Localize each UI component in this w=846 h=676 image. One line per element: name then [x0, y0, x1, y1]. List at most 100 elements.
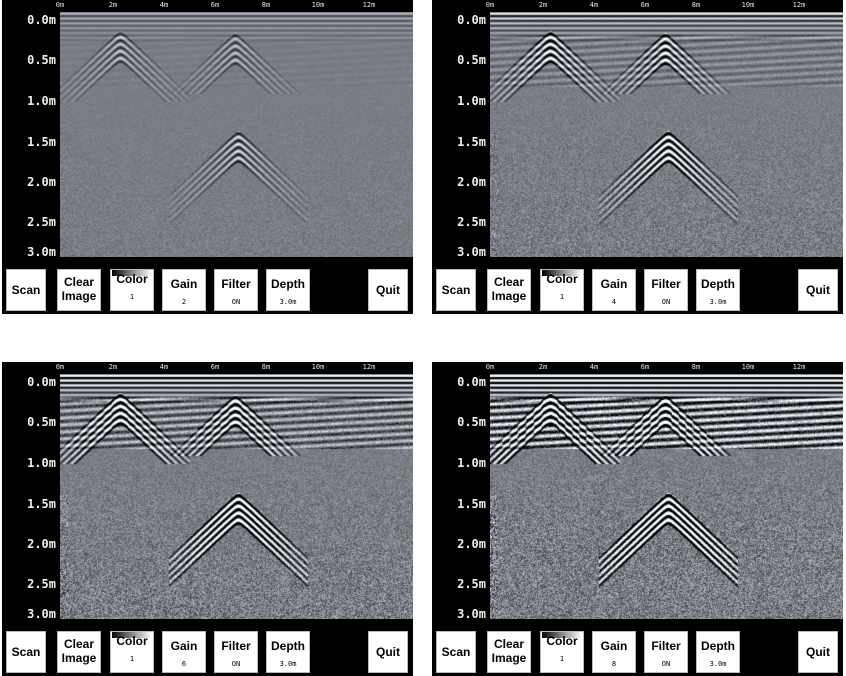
radargram-image — [60, 374, 413, 619]
radargram-image — [60, 12, 413, 257]
toolbar: Scan Clear Image Color 1 Gain 2 Filter O… — [2, 262, 413, 314]
toolbar: Scan Clear Image Color 1 Gain 8 Filter O… — [432, 624, 843, 676]
x-tick: 4m — [589, 363, 599, 371]
x-tick: 10m — [741, 1, 755, 9]
x-tick: 0m — [485, 1, 495, 9]
x-tick: 6m — [210, 363, 220, 371]
y-tick: 3.0m — [27, 607, 56, 621]
y-tick: 2.0m — [457, 537, 486, 551]
x-tick: 4m — [159, 363, 169, 371]
toolbar: Scan Clear Image Color 1 Gain 6 Filter O… — [2, 624, 413, 676]
x-tick: 4m — [159, 1, 169, 9]
y-tick: 1.0m — [27, 94, 56, 108]
filter-button[interactable]: Filter ON — [644, 269, 688, 311]
y-tick: 0.0m — [27, 13, 56, 27]
quit-button[interactable]: Quit — [368, 269, 408, 311]
y-tick: 0.5m — [457, 415, 486, 429]
y-tick: 0.5m — [27, 415, 56, 429]
gpr-panel-gain-4: 0m 2m 4m 6m 8m 10m 12m 0.0m 0.5m 1.0m 1.… — [432, 0, 843, 314]
scan-button[interactable]: Scan — [436, 269, 476, 311]
y-tick: 2.5m — [457, 577, 486, 591]
depth-button[interactable]: Depth 3.0m — [266, 269, 310, 311]
y-tick: 0.0m — [457, 375, 486, 389]
radargram-image — [490, 12, 843, 257]
y-axis: 0.0m 0.5m 1.0m 1.5m 2.0m 2.5m 3.0m — [2, 12, 60, 259]
x-tick: 2m — [108, 363, 118, 371]
y-tick: 1.5m — [27, 135, 56, 149]
y-tick: 3.0m — [457, 245, 486, 259]
quit-button[interactable]: Quit — [798, 631, 838, 673]
x-tick: 8m — [691, 1, 701, 9]
color-button[interactable]: Color 1 — [110, 631, 154, 673]
y-axis: 0.0m 0.5m 1.0m 1.5m 2.0m 2.5m 3.0m — [2, 374, 60, 621]
x-tick: 8m — [261, 1, 271, 9]
color-button[interactable]: Color 1 — [110, 269, 154, 311]
clear-image-button[interactable]: Clear Image — [57, 631, 101, 673]
y-tick: 2.0m — [27, 175, 56, 189]
y-tick: 0.5m — [27, 53, 56, 67]
toolbar: Scan Clear Image Color 1 Gain 4 Filter O… — [432, 262, 843, 314]
color-scale-icon — [542, 632, 582, 638]
x-tick: 2m — [108, 1, 118, 9]
gpr-panel-gain-6: 0m 2m 4m 6m 8m 10m 12m 0.0m 0.5m 1.0m 1.… — [2, 362, 413, 676]
color-button[interactable]: Color 1 — [540, 631, 584, 673]
x-tick: 12m — [792, 1, 806, 9]
x-tick: 10m — [311, 1, 325, 9]
gpr-panel-gain-8: 0m 2m 4m 6m 8m 10m 12m 0.0m 0.5m 1.0m 1.… — [432, 362, 843, 676]
x-axis: 0m 2m 4m 6m 8m 10m 12m — [486, 362, 839, 374]
quit-button[interactable]: Quit — [368, 631, 408, 673]
x-tick: 0m — [485, 363, 495, 371]
y-tick: 3.0m — [27, 245, 56, 259]
color-scale-icon — [542, 270, 582, 276]
scan-button[interactable]: Scan — [436, 631, 476, 673]
gain-button[interactable]: Gain 6 — [162, 631, 206, 673]
quit-button[interactable]: Quit — [798, 269, 838, 311]
clear-image-button[interactable]: Clear Image — [487, 269, 531, 311]
y-tick: 2.0m — [27, 537, 56, 551]
x-tick: 2m — [538, 363, 548, 371]
y-tick: 1.5m — [457, 497, 486, 511]
clear-image-button[interactable]: Clear Image — [57, 269, 101, 311]
y-tick: 3.0m — [457, 607, 486, 621]
clear-image-button[interactable]: Clear Image — [487, 631, 531, 673]
x-tick: 4m — [589, 1, 599, 9]
gain-button[interactable]: Gain 4 — [592, 269, 636, 311]
y-tick: 2.0m — [457, 175, 486, 189]
x-tick: 6m — [640, 1, 650, 9]
y-tick: 2.5m — [27, 215, 56, 229]
x-axis: 0m 2m 4m 6m 8m 10m 12m — [56, 362, 409, 374]
color-scale-icon — [112, 270, 152, 276]
x-tick: 12m — [362, 363, 376, 371]
x-axis: 0m 2m 4m 6m 8m 10m 12m — [56, 0, 409, 12]
x-tick: 10m — [741, 363, 755, 371]
y-tick: 1.5m — [27, 497, 56, 511]
y-tick: 1.0m — [457, 456, 486, 470]
filter-button[interactable]: Filter ON — [214, 269, 258, 311]
gain-button[interactable]: Gain 8 — [592, 631, 636, 673]
y-tick: 0.5m — [457, 53, 486, 67]
depth-button[interactable]: Depth 3.0m — [266, 631, 310, 673]
x-axis: 0m 2m 4m 6m 8m 10m 12m — [486, 0, 839, 12]
depth-button[interactable]: Depth 3.0m — [696, 631, 740, 673]
y-axis: 0.0m 0.5m 1.0m 1.5m 2.0m 2.5m 3.0m — [432, 374, 490, 621]
y-tick: 0.0m — [457, 13, 486, 27]
depth-button[interactable]: Depth 3.0m — [696, 269, 740, 311]
y-tick: 2.5m — [27, 577, 56, 591]
gain-button[interactable]: Gain 2 — [162, 269, 206, 311]
x-tick: 2m — [538, 1, 548, 9]
x-tick: 12m — [792, 363, 806, 371]
y-tick: 1.5m — [457, 135, 486, 149]
color-button[interactable]: Color 1 — [540, 269, 584, 311]
filter-button[interactable]: Filter ON — [644, 631, 688, 673]
y-tick: 0.0m — [27, 375, 56, 389]
scan-button[interactable]: Scan — [6, 269, 46, 311]
filter-button[interactable]: Filter ON — [214, 631, 258, 673]
y-axis: 0.0m 0.5m 1.0m 1.5m 2.0m 2.5m 3.0m — [432, 12, 490, 259]
x-tick: 10m — [311, 363, 325, 371]
x-tick: 8m — [691, 363, 701, 371]
x-tick: 8m — [261, 363, 271, 371]
x-tick: 6m — [210, 1, 220, 9]
radargram-image — [490, 374, 843, 619]
y-tick: 1.0m — [457, 94, 486, 108]
scan-button[interactable]: Scan — [6, 631, 46, 673]
